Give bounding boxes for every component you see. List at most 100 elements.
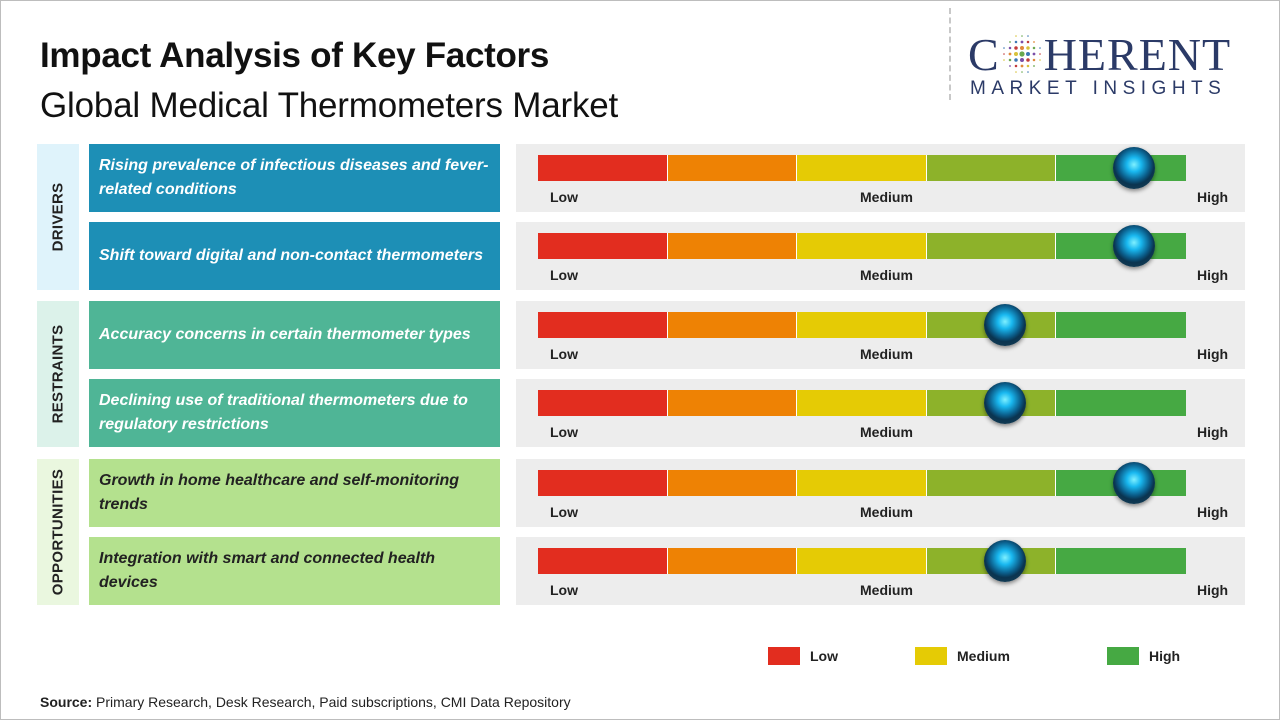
logo-dot [1038, 53, 1041, 55]
gauge-segment [797, 470, 927, 496]
logo-dot [1038, 59, 1041, 61]
legend-label: Medium [957, 648, 1010, 664]
gauge-label-medium: Medium [860, 346, 913, 362]
logo-dot [1002, 47, 1005, 49]
gauge-label-low: Low [550, 189, 578, 205]
gauge-label-high: High [1197, 504, 1229, 520]
legend-label: Low [810, 648, 838, 664]
impact-indicator [983, 540, 1026, 582]
logo-dot [1032, 58, 1035, 62]
gauge-segment [538, 312, 668, 338]
logo-dot [1026, 35, 1029, 37]
logo-letters-herent: HERENT [1043, 29, 1232, 80]
gauge-segment [797, 155, 927, 181]
logo-dot [1020, 64, 1024, 68]
gauge-label-medium: Medium [860, 424, 913, 440]
gauge-segment [667, 390, 798, 416]
gauge-label-low: Low [550, 424, 578, 440]
logo-dot [1032, 41, 1035, 43]
legend-item: High [1107, 647, 1180, 665]
gauge-label-high: High [1197, 424, 1229, 440]
logo-dot [1019, 51, 1025, 57]
factor-label: Integration with smart and connected hea… [89, 537, 500, 605]
category-band-opportunities: OPPORTUNITIES [37, 459, 79, 605]
gauge-segment [667, 155, 798, 181]
logo-dot [1013, 58, 1018, 62]
category-band-restraints: RESTRAINTS [37, 301, 79, 447]
legend-swatch [915, 647, 947, 665]
legend-swatch [1107, 647, 1139, 665]
gauge-segment [538, 390, 668, 416]
logo-dot [1013, 46, 1018, 50]
gauge-segment [1056, 548, 1186, 574]
page-title: Impact Analysis of Key Factors [40, 36, 550, 75]
logo-dot [1032, 65, 1035, 67]
source-text: Primary Research, Desk Research, Paid su… [92, 694, 571, 710]
gauge-segment [797, 233, 927, 259]
logo-dot [1020, 35, 1023, 37]
gauge-segment [538, 233, 668, 259]
logo-dot [1032, 52, 1036, 56]
gauge-segment [538, 155, 668, 181]
logo-dot [1008, 46, 1011, 50]
impact-indicator [1113, 147, 1156, 189]
category-label: OPPORTUNITIES [49, 468, 67, 596]
logo-dot [1008, 52, 1012, 56]
factor-label: Accuracy concerns in certain thermometer… [89, 301, 500, 369]
legend-item: Medium [915, 647, 1010, 665]
gauge-label-low: Low [550, 346, 578, 362]
gauge-label-high: High [1197, 189, 1229, 205]
gauge-segment [667, 233, 798, 259]
gauge-label-medium: Medium [860, 189, 913, 205]
header-divider [949, 8, 951, 100]
gauge-segment [797, 390, 927, 416]
gauge-label-medium: Medium [860, 267, 913, 283]
globe-dots-icon [1002, 35, 1041, 73]
legend-swatch [768, 647, 800, 665]
logo-dot [1008, 41, 1011, 43]
logo-dot [1019, 46, 1024, 50]
factor-label: Growth in home healthcare and self-monit… [89, 459, 500, 527]
page-subtitle: Global Medical Thermometers Market [40, 86, 619, 125]
gauge-bar [538, 155, 1186, 181]
impact-gauge: Low Medium High [516, 144, 1245, 212]
logo-dot [1038, 47, 1041, 49]
logo-dot [1026, 40, 1029, 44]
logo-dot [1014, 35, 1017, 37]
impact-gauge: Low Medium High [516, 459, 1245, 527]
legend-label: High [1149, 648, 1181, 664]
logo-dot [1025, 52, 1030, 56]
gauge-segment [667, 470, 798, 496]
gauge-label-high: High [1197, 582, 1229, 598]
logo-letter-c: C [968, 29, 1000, 80]
impact-indicator [983, 382, 1026, 424]
logo-dot [1014, 64, 1017, 68]
logo-dot [1019, 58, 1024, 62]
logo-dot [1014, 40, 1017, 44]
gauge-segment [538, 470, 668, 496]
category-band-drivers: DRIVERS [37, 144, 79, 290]
impact-indicator [1113, 462, 1156, 504]
factor-label: Rising prevalence of infectious diseases… [89, 144, 500, 212]
gauge-label-high: High [1197, 267, 1229, 283]
gauge-segment [1056, 312, 1186, 338]
gauge-label-low: Low [550, 504, 578, 520]
logo-dot [1008, 65, 1011, 67]
gauge-segment [538, 548, 668, 574]
legend-item: Low [768, 647, 838, 665]
logo-tagline: MARKET INSIGHTS [970, 78, 1227, 99]
impact-gauge: Low Medium High [516, 222, 1245, 290]
gauge-label-low: Low [550, 267, 578, 283]
logo-dot [1026, 64, 1029, 68]
gauge-bar [538, 470, 1186, 496]
logo-dot [1013, 52, 1018, 56]
logo-dot [1008, 58, 1011, 62]
company-logo: C HERENT MARKET INSIGHTS [968, 30, 1263, 100]
logo-dot [1020, 40, 1024, 44]
logo-dot [1020, 71, 1023, 73]
factor-label: Declining use of traditional thermometer… [89, 379, 500, 447]
impact-gauge: Low Medium High [516, 301, 1245, 369]
logo-dot [1025, 58, 1030, 62]
logo-wordmark: C HERENT [968, 30, 1231, 80]
source-prefix: Source: [40, 694, 93, 710]
